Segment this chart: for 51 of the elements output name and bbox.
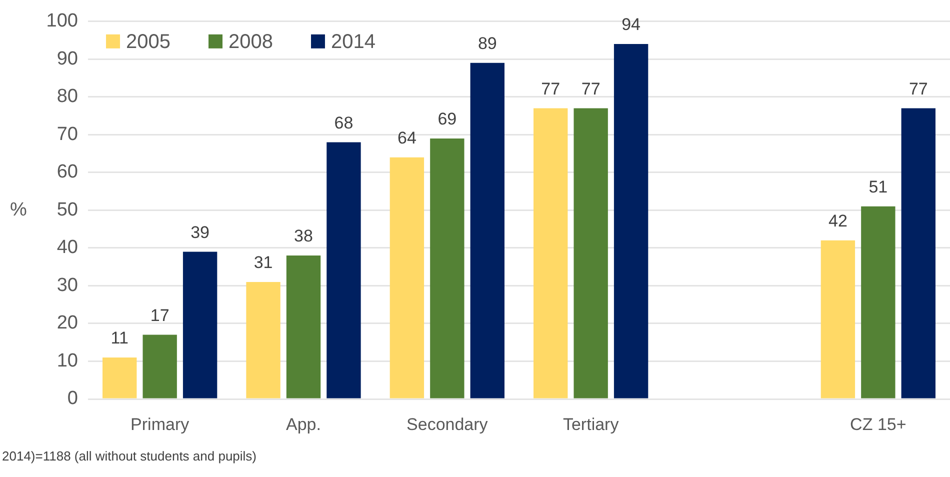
data-label: 51 — [868, 178, 888, 197]
x-tick-label: Primary — [130, 414, 190, 434]
x-tick-label: Secondary — [406, 414, 488, 434]
text: 2014)=1188 (all without students and pupils) — [2, 448, 257, 464]
y-tick-label: 100 — [46, 10, 78, 32]
bar — [326, 142, 361, 398]
y-tick-label: 50 — [56, 199, 78, 220]
y-tick-label: 40 — [56, 237, 78, 258]
legend-label: 2014 — [330, 30, 376, 53]
x-tick-label: App. — [286, 414, 321, 434]
data-label: 69 — [438, 110, 457, 129]
data-label: 11 — [110, 328, 128, 348]
bar — [246, 282, 280, 398]
legend-label: 2008 — [228, 30, 273, 53]
data-label: 38 — [294, 226, 313, 246]
data-label: 77 — [541, 79, 560, 98]
bar — [142, 334, 177, 398]
data-label: 64 — [397, 128, 416, 148]
bar — [102, 357, 137, 398]
data-label: 17 — [150, 306, 170, 325]
data-label: 77 — [581, 79, 600, 98]
y-tick-label: 80 — [56, 86, 78, 108]
data-label: 31 — [254, 253, 273, 272]
bar — [534, 108, 568, 398]
y-tick-label: 0 — [67, 388, 78, 410]
y-axis-title: % — [10, 199, 27, 220]
data-label: 77 — [908, 79, 928, 98]
data-label: 42 — [828, 212, 848, 231]
bar — [820, 240, 856, 398]
y-tick-label: 60 — [56, 162, 78, 183]
y-tick-label: 10 — [56, 350, 78, 372]
bar — [470, 62, 504, 398]
bar — [182, 252, 218, 398]
bar — [574, 108, 608, 398]
data-label: 39 — [190, 222, 210, 242]
bar — [390, 157, 424, 398]
bar — [614, 44, 648, 398]
bar — [430, 138, 464, 398]
data-label: 89 — [478, 34, 497, 54]
data-label: 94 — [622, 15, 641, 34]
bar — [861, 206, 896, 398]
y-tick-label: 30 — [56, 274, 78, 296]
y-tick-label: 20 — [56, 312, 78, 334]
bar — [901, 108, 936, 398]
bar — [286, 256, 321, 398]
y-tick-label: 70 — [56, 124, 78, 145]
x-tick-label: Tertiary — [562, 414, 620, 434]
x-tick-label: CZ 15+ — [850, 414, 906, 434]
legend-label: 2005 — [126, 30, 170, 53]
data-label: 68 — [334, 113, 354, 132]
y-tick-label: 90 — [56, 48, 78, 70]
